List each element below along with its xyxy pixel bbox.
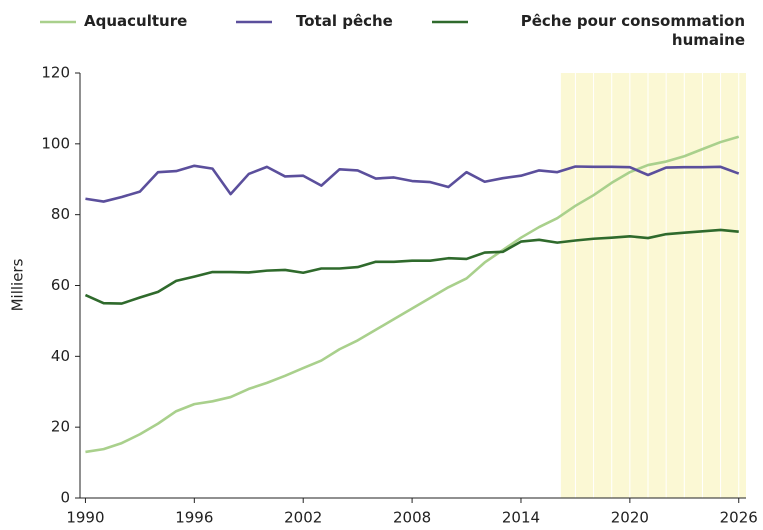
legend-label: Total pêche	[296, 12, 393, 30]
y-axis-label: Milliers	[9, 258, 27, 311]
x-tick-label: 2026	[720, 509, 758, 527]
y-tick-label: 100	[41, 134, 70, 152]
series-line	[85, 135, 740, 454]
x-tick-label: 2002	[284, 509, 322, 527]
series-line	[85, 164, 740, 203]
y-tick-label: 20	[51, 418, 70, 436]
legend-label: Aquaculture	[84, 12, 188, 30]
projection-shade	[560, 73, 746, 498]
x-tick-label: 2008	[393, 509, 431, 527]
x-tick-label: 2020	[611, 509, 649, 527]
series-line	[84, 228, 739, 305]
x-tick-label: 1996	[175, 509, 213, 527]
legend-label: Pêche pour consommation humaine	[520, 12, 745, 49]
x-tick-label: 2014	[502, 509, 540, 527]
y-tick-label: 40	[51, 347, 70, 365]
y-tick-label: 60	[51, 276, 70, 294]
y-tick-label: 80	[51, 205, 70, 223]
y-tick-label: 0	[60, 489, 70, 507]
x-tick-label: 1990	[66, 509, 104, 527]
y-tick-label: 120	[41, 64, 70, 82]
